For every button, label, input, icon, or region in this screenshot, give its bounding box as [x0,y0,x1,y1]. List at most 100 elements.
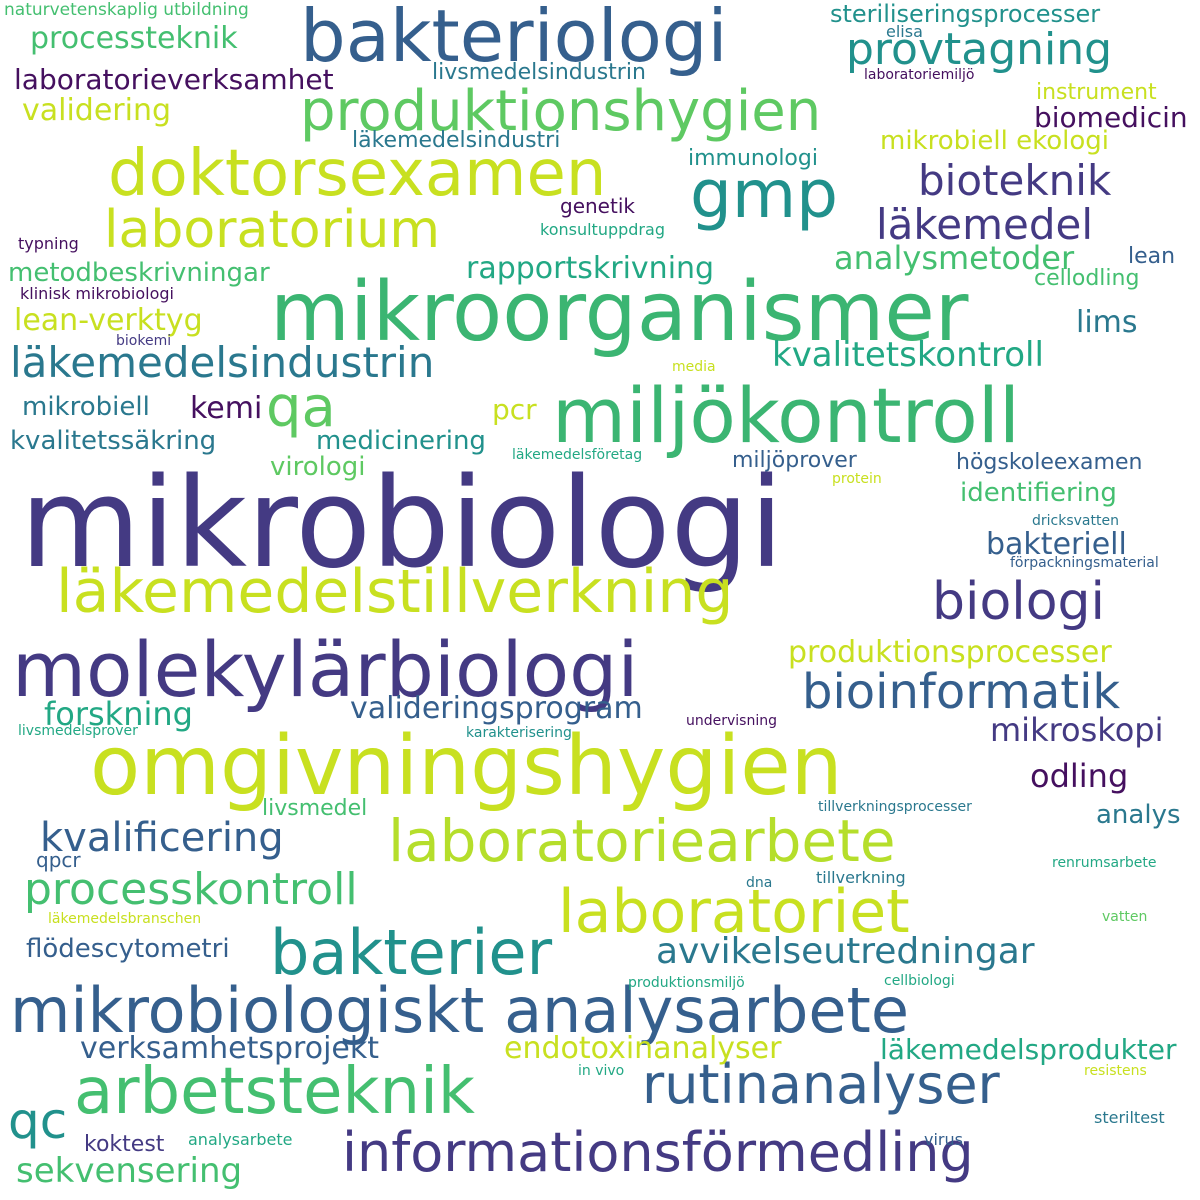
word-lakemedelsprodukter: läkemedelsprodukter [880,1033,1177,1066]
word-typning: typning [18,234,79,253]
word-renrumsarbete: renrumsarbete [1052,855,1157,871]
word-laboratoriemiljo: laboratoriemiljö [864,67,975,83]
word-endotoxinanalyser: endotoxinanalyser [504,1031,782,1066]
word-cellodling: cellodling [1034,266,1140,291]
word-dna: dna [746,875,773,891]
word-valideringsprogram: valideringsprogram [350,691,643,726]
word-lean-verktyg: lean-verktyg [14,303,203,338]
word-lean: lean [1128,244,1176,269]
word-arbetsteknik: arbetsteknik [74,1055,475,1129]
word-lakemedelsforetag: läkemedelsföretag [512,447,643,463]
word-biomedicin: biomedicin [1034,101,1188,134]
word-verksamhetsprojekt: verksamhetsprojekt [80,1031,380,1066]
word-livsmedelsprover: livsmedelsprover [18,723,138,739]
word-naturvetenskaplig-utbildning: naturvetenskaplig utbildning [4,0,249,20]
word-steriliseringsprocesser: steriliseringsprocesser [830,0,1101,28]
word-biokemi: biokemi [116,333,172,349]
word-hogskoleexamen: högskoleexamen [956,450,1143,475]
word-processteknik: processteknik [30,21,238,56]
word-instrument: instrument [1036,80,1157,105]
word-analysmetoder: analysmetoder [834,239,1075,277]
word-pcr: pcr [492,393,537,426]
word-vatten: vatten [1102,909,1148,925]
word-kvalitetskontroll: kvalitetskontroll [772,335,1044,375]
word-undervisning: undervisning [686,713,777,729]
word-medicinering: medicinering [316,426,486,456]
word-miljokontroll: miljökontroll [552,371,1020,460]
word-tillverkningsprocesser: tillverkningsprocesser [818,799,972,815]
word-kvalitetssakring: kvalitetssäkring [10,426,217,456]
word-mikroskopi: mikroskopi [990,711,1164,749]
word-informationsformedling: informationsförmedling [342,1121,974,1184]
word-kvalificering: kvalificering [40,815,284,861]
word-rutinanalyser: rutinanalyser [642,1053,1000,1116]
word-mikrobiologiskt-analysarbete: mikrobiologiskt analysarbete [10,974,909,1047]
word-klinisk-mikrobiologi: klinisk mikrobiologi [20,284,174,303]
word-avvikelseutredningar: avvikelseutredningar [656,931,1035,972]
word-laboratoriearbete: laboratoriearbete [388,807,896,875]
word-mikrobiell: mikrobiell [22,392,150,422]
word-steriltest: steriltest [1094,1108,1165,1127]
word-koktest: koktest [84,1132,165,1157]
word-gmp: gmp [690,156,839,233]
word-bioteknik: bioteknik [918,156,1112,205]
word-karakterisering: karakterisering [466,725,572,741]
word-lakemedelsindustri: läkemedelsindustri [352,128,561,153]
word-mikrobiell-ekologi: mikrobiell ekologi [880,126,1109,156]
word-konsultuppdrag: konsultuppdrag [540,220,665,239]
word-bakteriell: bakteriell [986,527,1127,562]
word-forskning: forskning [44,695,193,733]
word-produktionsprocesser: produktionsprocesser [788,635,1112,670]
word-produktionsmiljo: produktionsmiljö [628,975,745,991]
word-laboratoriet: laboratoriet [558,877,910,947]
word-genetik: genetik [560,194,635,218]
word-bakteriologi: bakteriologi [300,0,728,78]
word-mikroorganismer: mikroorganismer [270,265,969,360]
word-flodescytometri: flödescytometri [26,934,230,964]
word-biologi: biologi [932,572,1105,632]
word-produktionshygien: produktionshygien [300,79,822,144]
word-metodbeskrivningar: metodbeskrivningar [8,258,270,288]
word-omgivningshygien: omgivningshygien [90,719,843,814]
word-validering: validering [22,93,172,128]
word-immunologi: immunologi [688,146,818,171]
word-processkontroll: processkontroll [24,864,358,915]
word-media: media [672,359,716,375]
word-lakemedelsbranschen: läkemedelsbranschen [48,911,202,927]
word-elisa: elisa [886,22,923,41]
word-livsmedel: livsmedel [262,796,368,821]
word-forpackningsmaterial: förpackningsmaterial [1010,555,1159,571]
word-laboratorieverksamhet: laboratorieverksamhet [14,63,334,96]
word-analys: analys [1096,800,1181,830]
word-odling: odling [1030,757,1129,795]
word-in-vivo: in vivo [578,1063,625,1079]
word-qa: qa [266,375,336,440]
word-virus: virus [924,1130,963,1149]
word-mikrobiologi: mikrobiologi [20,452,784,596]
word-lakemedelsindustrin: läkemedelsindustrin [10,338,435,387]
word-lakemedelstillverkning: läkemedelstillverkning [56,557,734,627]
word-provtagning: provtagning [846,24,1113,75]
word-lims: lims [1076,305,1138,340]
word-qpcr: qpcr [36,848,81,872]
word-tillverkning: tillverkning [816,868,906,887]
word-resistens: resistens [1084,1063,1147,1079]
word-bioinformatik: bioinformatik [802,664,1121,720]
word-rapportskrivning: rapportskrivning [466,251,715,286]
word-miljoprover: miljöprover [732,448,857,473]
word-molekylarbiologi: molekylärbiologi [12,625,639,714]
word-cellbiologi: cellbiologi [884,973,955,989]
word-doktorsexamen: doktorsexamen [108,137,607,211]
word-kemi: kemi [190,391,263,426]
word-sekvensering: sekvensering [16,1151,243,1191]
word-livsmedelsindustrin: livsmedelsindustrin [432,60,646,85]
word-lakemedel: läkemedel [876,200,1093,249]
word-qc: qc [8,1092,68,1150]
word-virologi: virologi [270,452,366,482]
word-protein: protein [832,471,882,487]
word-laboratorium: laboratorium [104,200,441,260]
word-identifiering: identifiering [960,478,1117,508]
word-analysarbete: analysarbete [188,1130,293,1149]
word-dricksvatten: dricksvatten [1032,513,1119,529]
